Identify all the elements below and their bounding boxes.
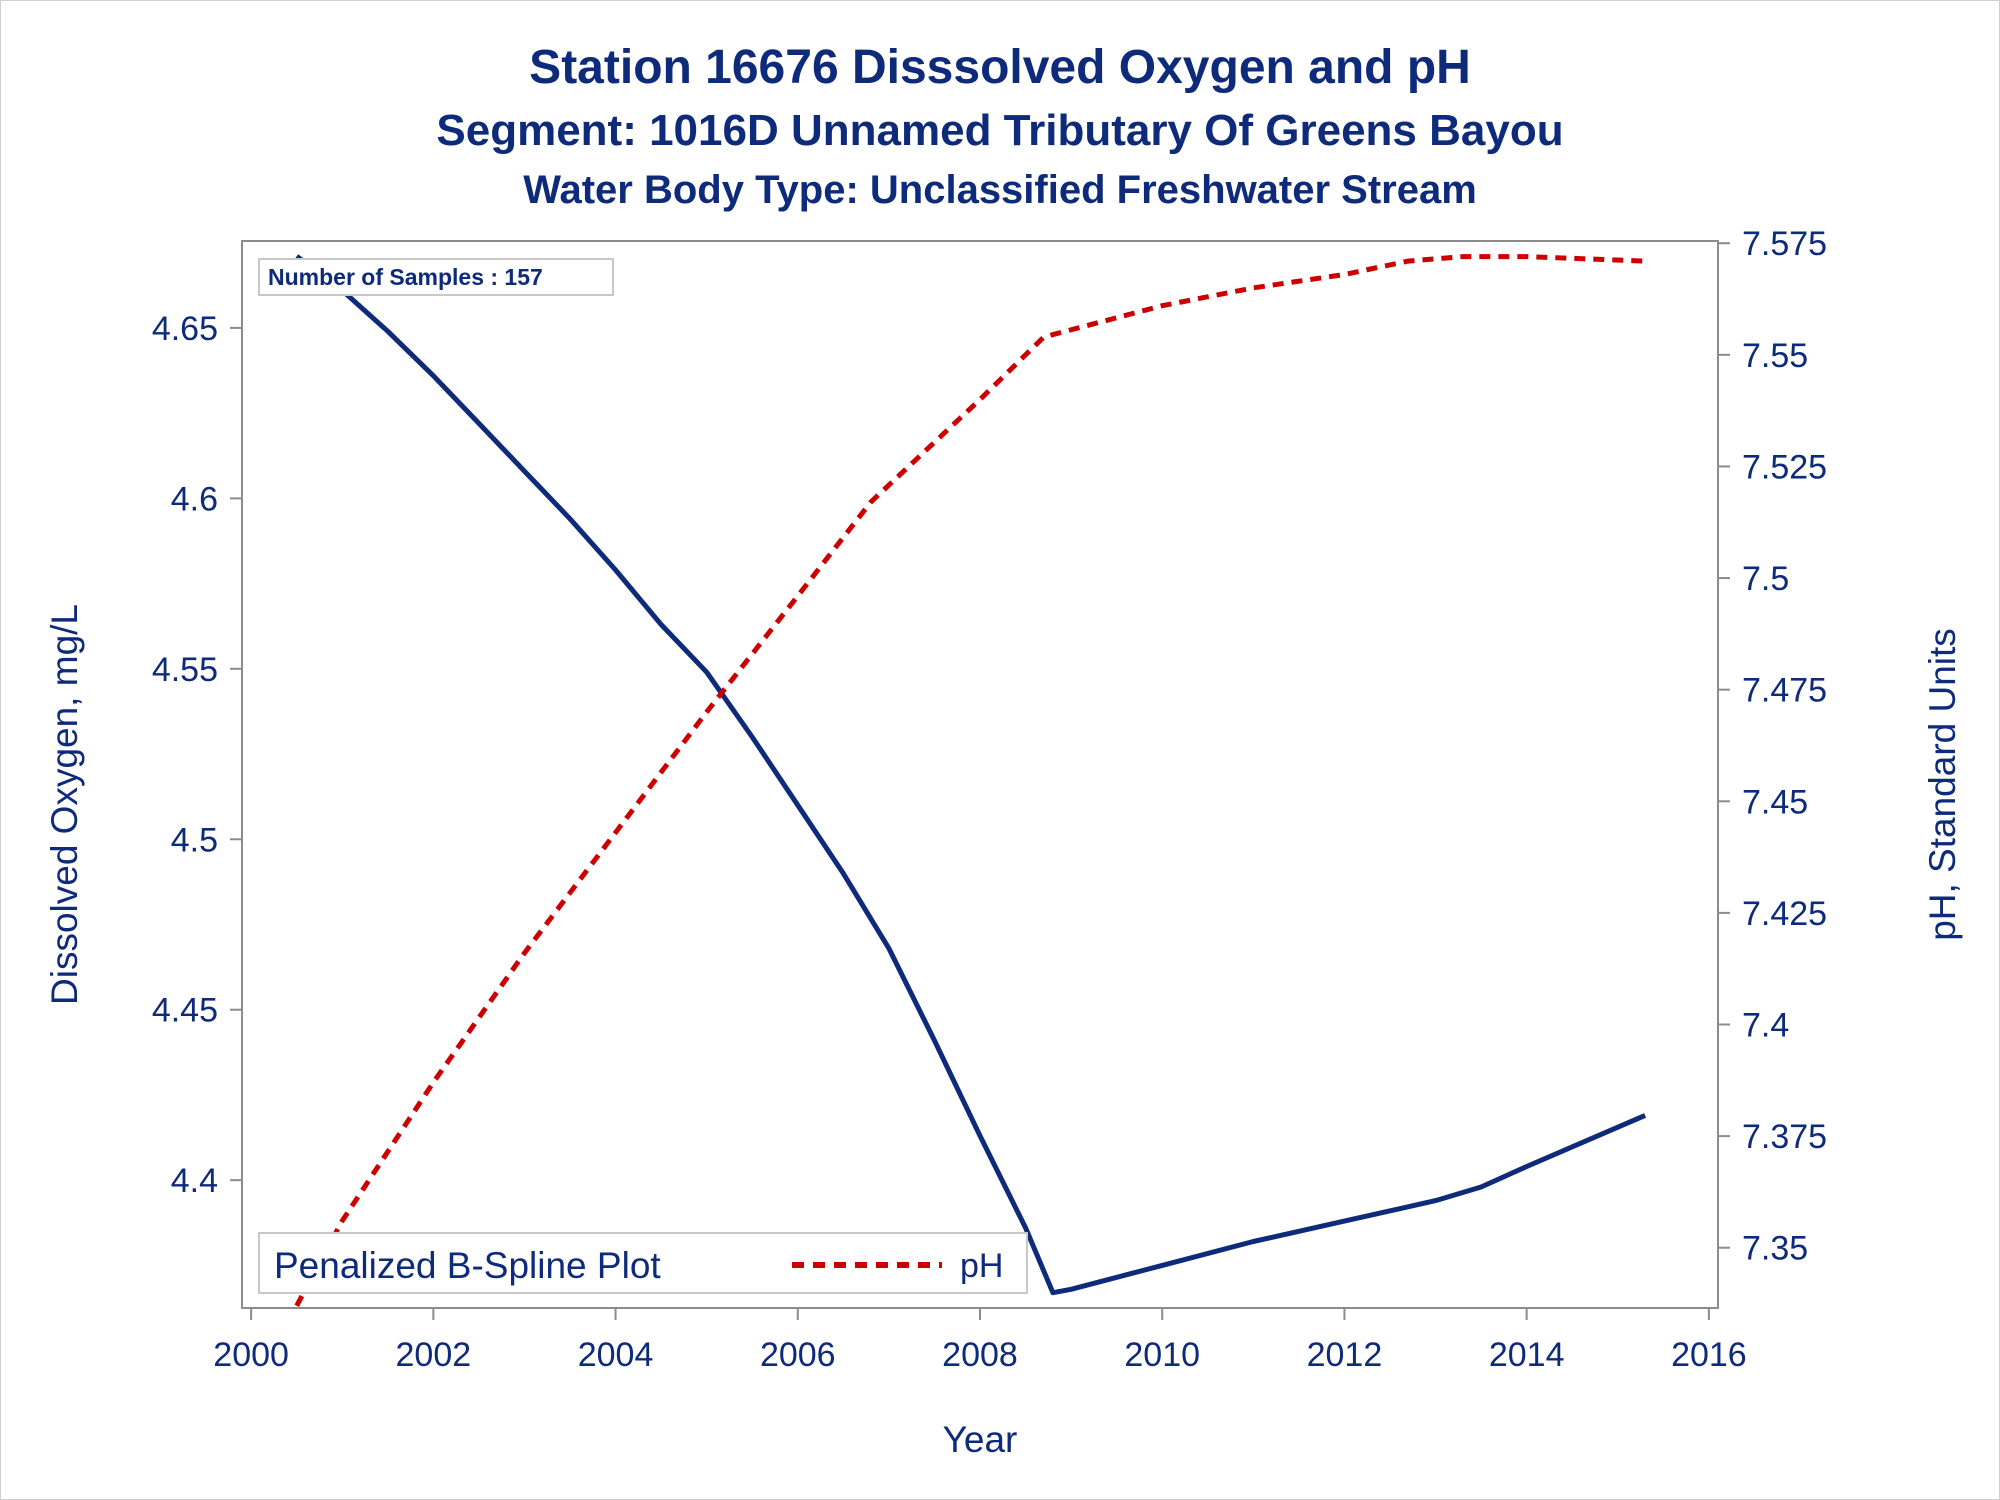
samples-inset: Number of Samples : 157 — [258, 258, 614, 296]
x-tick-label: 2004 — [578, 1336, 654, 1374]
x-tick-label: 2014 — [1489, 1336, 1565, 1374]
chart-subtitle-segment: Segment: 1016D Unnamed Tributary Of Gree… — [436, 106, 1564, 155]
samples-inset-box — [258, 258, 614, 296]
y-left-tick-label: 4.4 — [171, 1162, 218, 1200]
x-tick-label: 2012 — [1307, 1336, 1383, 1374]
y-right-tick-label: 7.4 — [1742, 1007, 1789, 1045]
x-tick-label: 2006 — [760, 1336, 836, 1374]
y-left-tick-label: 4.6 — [171, 480, 218, 518]
legend-ph-label: pH — [960, 1247, 1003, 1285]
y-left-tick-label: 4.45 — [152, 992, 218, 1030]
x-tick-label: 2002 — [396, 1336, 472, 1374]
y-right-tick-label: 7.55 — [1742, 337, 1808, 375]
x-axis-title: Year — [943, 1419, 1018, 1460]
x-tick-label: 2000 — [213, 1336, 289, 1374]
y-left-tick-label: 4.55 — [152, 651, 218, 689]
plot-area — [241, 240, 1719, 1309]
x-tick-label: 2010 — [1124, 1336, 1200, 1374]
x-tick-label: 2016 — [1671, 1336, 1747, 1374]
y-right-tick-label: 7.35 — [1742, 1230, 1808, 1268]
y-right-tick-label: 7.425 — [1742, 895, 1827, 933]
chart-title: Station 16676 Disssolved Oxygen and pH — [529, 41, 1471, 94]
y-right-tick-label: 7.525 — [1742, 448, 1827, 486]
y-axis-left-title: Dissolved Oxygen, mg/L — [44, 604, 85, 1005]
y-right-tick-label: 7.5 — [1742, 560, 1789, 598]
series-layer — [294, 254, 1647, 1307]
y-left-tick-label: 4.65 — [152, 310, 218, 348]
legend: Penalized B-Spline Plot pH — [258, 1232, 1028, 1294]
y-axis-right: 7.35 7.375 7.4 7.425 7.45 7.475 7.5 7.525 7.55 7.… — [1718, 225, 1827, 1268]
x-axis: 2000 2002 2004 2006 2008 2010 2012 2014 2016 — [213, 1308, 1747, 1374]
dissolved-oxygen-series-line — [295, 254, 1647, 1296]
y-right-tick-label: 7.375 — [1742, 1118, 1827, 1156]
y-right-tick-label: 7.45 — [1742, 783, 1808, 821]
y-left-tick-label: 4.5 — [171, 821, 218, 859]
chart-subtitle-water-body: Water Body Type: Unclassified Freshwater… — [523, 168, 1477, 212]
ph-series-line — [294, 254, 1646, 1307]
y-axis-right-title: pH, Standard Units — [1922, 628, 1963, 941]
x-tick-label: 2008 — [942, 1336, 1018, 1374]
y-right-tick-label: 7.575 — [1742, 225, 1827, 263]
y-right-tick-label: 7.475 — [1742, 672, 1827, 710]
samples-count-label: Number of Samples : 157 — [268, 264, 543, 290]
y-axis-left: 4.4 4.45 4.5 4.55 4.6 4.65 — [152, 310, 242, 1200]
legend-title: Penalized B-Spline Plot — [274, 1245, 661, 1286]
